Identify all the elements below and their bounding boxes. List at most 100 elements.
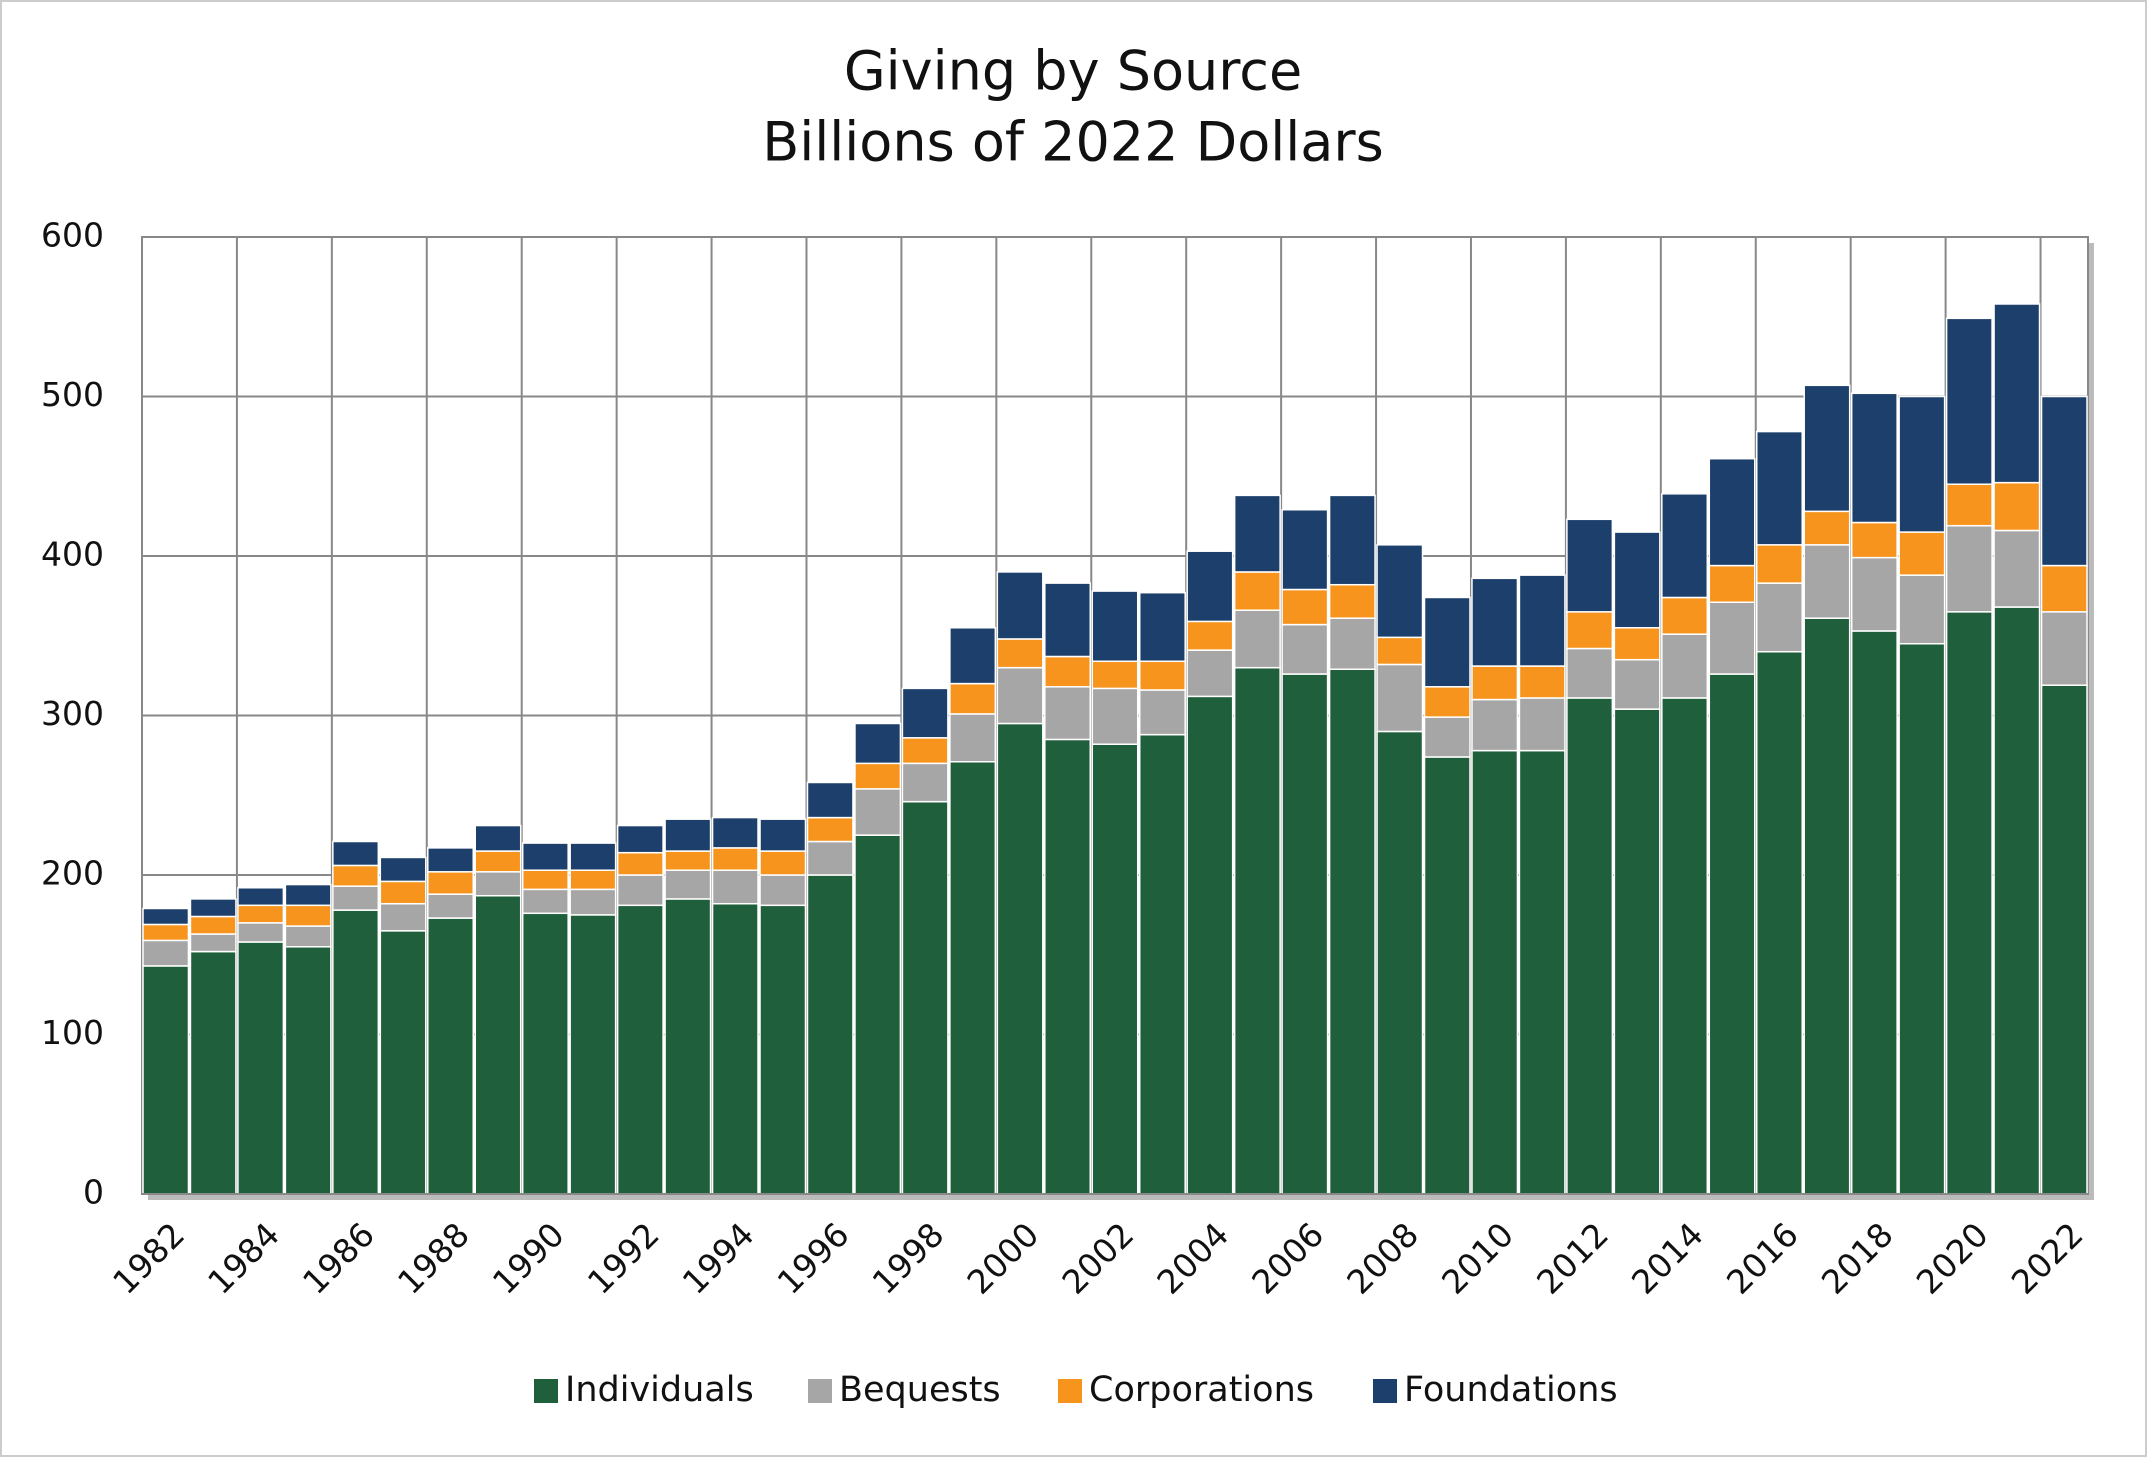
y-tick-label: 600 [41,216,104,255]
bar-segment [1091,743,1139,1195]
bar-segment [1850,556,1898,632]
bar-segment [1423,686,1471,718]
legend-swatch [1373,1379,1397,1403]
bar-segment [711,847,759,871]
bar-segment [1803,617,1851,1195]
bar-segment [1376,663,1424,733]
bar-segment [1661,493,1709,599]
bar-segment [569,888,617,916]
bar-segment [901,737,949,765]
bar-segment [1566,647,1614,699]
chart-title: Giving by Source [844,40,1302,103]
bar-segment [616,904,664,1195]
legend-swatch [534,1379,558,1403]
bar-segment [1518,697,1566,752]
bar-segment [2040,611,2088,686]
bar-segment [569,869,617,891]
bar-segment [1898,531,1946,576]
bar-segment [1186,649,1234,698]
bar-segment [1518,749,1566,1195]
bar-segment [1708,457,1756,567]
bar-segment [996,638,1044,669]
bar-segment [474,871,522,897]
bar-segment [1091,660,1139,690]
bar-segment [949,713,997,763]
bar-segment [1376,636,1424,666]
bar-segment [189,950,237,1195]
bar-segment [711,816,759,849]
bar-segment [616,824,664,854]
bar-segment [332,840,380,867]
bar-segment [1471,749,1519,1195]
bar-segment [1471,665,1519,701]
bar-segment [1898,395,1946,533]
y-tick-label: 500 [41,375,104,414]
bar-segment [521,912,569,1195]
bar-segment [1945,483,1993,527]
bar-segment [1328,668,1376,1195]
bar-segment [1708,564,1756,604]
bar-segment [1993,606,2041,1195]
bar-segment [379,856,427,883]
bar-segment [1850,630,1898,1195]
bar-segment [1613,627,1661,661]
bar-segment [1803,544,1851,619]
bar-segment [1756,544,1803,584]
bar-segment [664,869,712,900]
y-tick-label: 200 [41,854,104,893]
bar-segment [1613,708,1661,1195]
legend-swatch [1058,1379,1082,1403]
bar-segment [806,781,854,819]
bar-segment [284,904,332,927]
bar-segment [142,923,190,942]
legend-label: Corporations [1089,1370,1314,1410]
bar-segment [474,894,522,1195]
bar-segment [237,922,285,943]
y-tick-label: 100 [41,1013,104,1052]
bar-segment [474,850,522,873]
bar-segment [806,816,854,843]
bar-segment [1613,658,1661,710]
bar-segment [2040,395,2088,567]
bar-segment [711,902,759,1195]
bar-segment [1233,609,1281,669]
bar-segment [332,909,380,1195]
bar-segment [854,834,902,1195]
bar-segment [616,851,664,876]
bar-segment [379,930,427,1195]
bar-segment [284,946,332,1195]
bar-segment [711,869,759,905]
bar-segment [1186,620,1234,651]
bar-segment [1661,596,1709,635]
bar-segment [1138,660,1186,691]
bar-segment [1518,665,1566,699]
bar-segment [1566,697,1614,1195]
bar-segment [284,925,332,948]
bar-segment [332,885,380,911]
bar-segment [237,887,285,907]
bar-segment [1613,531,1661,629]
bar-segment [1850,392,1898,524]
bar-segment [949,682,997,715]
bar-segment [1423,716,1471,758]
bar-segment [1044,738,1092,1195]
bar-segment [996,571,1044,640]
y-tick-label: 300 [41,694,104,733]
bar-segment [1281,508,1329,591]
bar-segment [1518,574,1566,667]
bar-segment [2040,564,2088,613]
bar-segment [1566,611,1614,650]
bar-segment [901,687,949,739]
bar-segment [1993,303,2041,484]
bar-segment [237,941,285,1195]
legend-label: Individuals [565,1370,754,1410]
bar-segment [901,762,949,803]
bar-segment [1803,384,1851,513]
bar-segment [1044,655,1092,688]
bar-segment [1898,574,1946,645]
bar-segment [1376,730,1424,1195]
bar-segment [1756,582,1803,653]
bar-segment [1945,524,1993,613]
bar-segment [854,722,902,765]
legend-label: Bequests [839,1370,1001,1410]
